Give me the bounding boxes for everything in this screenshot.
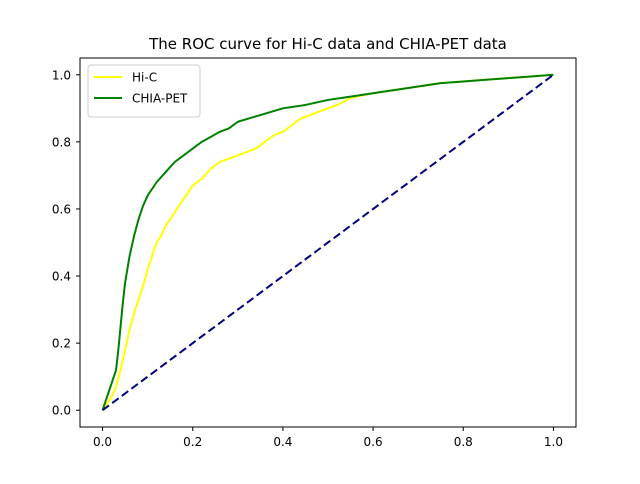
y-tick-label: 0.2	[52, 337, 71, 351]
y-axis-ticks: 0.0 0.2 0.4 0.6 0.8 1.0	[52, 68, 80, 418]
series-line-chia-pet	[101, 73, 554, 411]
y-tick-label: 0.0	[52, 404, 71, 418]
x-tick-label: 0.0	[93, 435, 112, 449]
series-line-diagonal-reference	[101, 73, 555, 412]
legend: Hi-C CHIA-PET	[87, 64, 201, 118]
chart-title: The ROC curve for Hi-C data and CHIA-PET…	[148, 35, 507, 53]
y-tick-label: 0.4	[52, 270, 71, 284]
x-axis-ticks: 0.0 0.2 0.4 0.6 0.8 1.0	[93, 427, 563, 449]
x-tick-label: 0.8	[454, 435, 473, 449]
y-tick-label: 0.8	[52, 135, 71, 149]
x-tick-label: 0.6	[364, 435, 383, 449]
plot-area	[101, 73, 555, 412]
axes-frame	[79, 57, 577, 428]
y-tick-label: 0.6	[52, 202, 71, 216]
legend-label: Hi-C	[132, 71, 157, 85]
y-tick-label: 1.0	[52, 68, 71, 82]
x-tick-label: 0.4	[273, 435, 292, 449]
x-tick-label: 0.2	[183, 435, 202, 449]
x-tick-label: 1.0	[544, 435, 563, 449]
legend-label: CHIA-PET	[132, 92, 188, 106]
